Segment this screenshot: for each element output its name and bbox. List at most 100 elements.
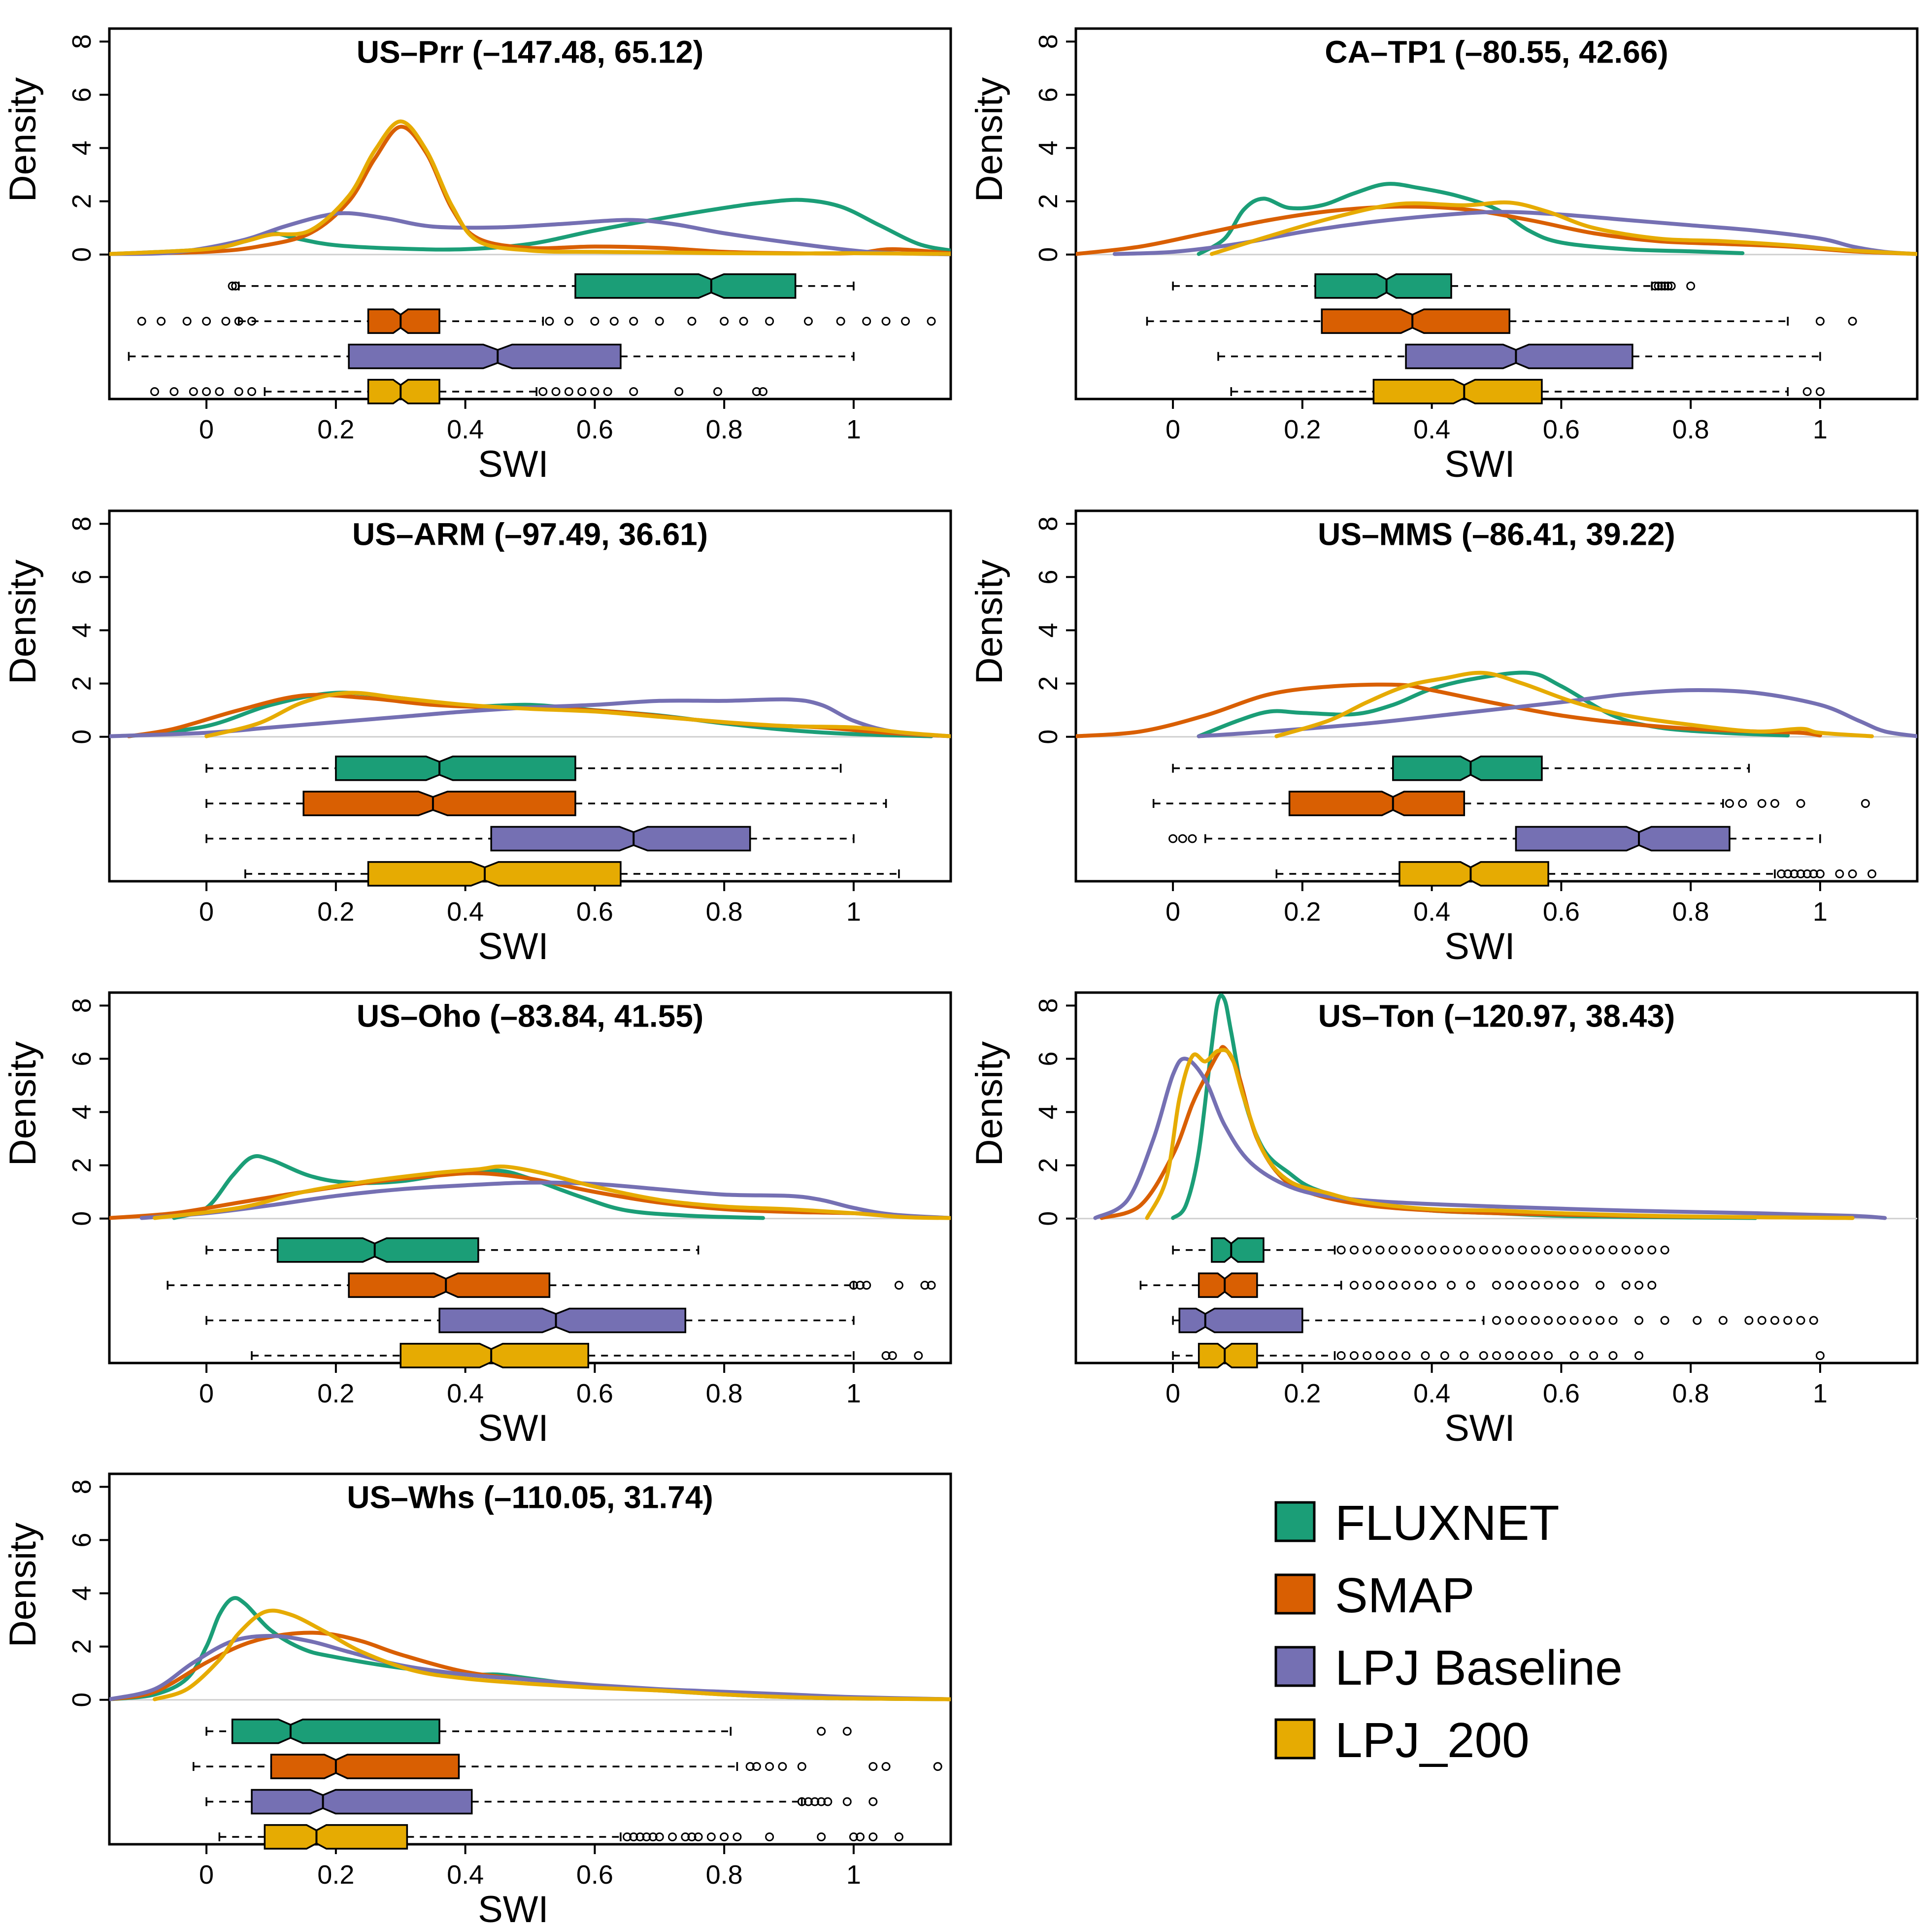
plot-frame — [108, 27, 952, 400]
boxplot-lpj-baseline — [128, 343, 855, 369]
outlier-point — [1544, 1281, 1553, 1290]
plot-frame — [1074, 991, 1919, 1364]
x-tick-label: 1 — [846, 1379, 861, 1408]
outlier-point — [1518, 1281, 1527, 1290]
density-curve-smap — [109, 1630, 951, 1701]
outlier-point — [538, 387, 548, 396]
outlier-point — [1531, 1316, 1540, 1325]
outlier-point — [1660, 1245, 1669, 1255]
boxplot-smap — [1146, 308, 1857, 334]
outlier-point — [1725, 799, 1734, 808]
outlier-point — [720, 1832, 729, 1841]
outlier-point — [733, 1832, 742, 1841]
outlier-point — [668, 1832, 677, 1841]
y-tick-label: 0 — [1033, 1211, 1063, 1226]
x-axis-label: SWI — [1444, 926, 1515, 967]
box-fluxnet — [276, 1237, 479, 1263]
density-curve-lpj-baseline — [109, 1634, 951, 1701]
boxplot-fluxnet — [1172, 1237, 1669, 1263]
x-tick-label: 0.8 — [1672, 415, 1709, 444]
x-tick-label: 0.4 — [447, 1860, 484, 1890]
density-curve-lpj-baseline — [109, 211, 951, 257]
outlier-point — [1557, 1245, 1566, 1255]
y-tick-label: 0 — [67, 1211, 97, 1226]
outlier-point — [629, 317, 638, 326]
outlier-point — [648, 1832, 658, 1841]
x-tick-label: 0.2 — [1284, 1379, 1321, 1408]
boxplot-smap — [1139, 1272, 1657, 1298]
outlier-point — [1757, 799, 1766, 808]
legend-swatch-lpj-200 — [1274, 1718, 1316, 1760]
x-tick-label: 0 — [1166, 415, 1180, 444]
outlier-point — [1531, 1281, 1540, 1290]
box-lpj-200 — [367, 861, 622, 887]
y-tick-label: 8 — [67, 34, 97, 49]
box-smap — [1288, 791, 1466, 816]
outlier-point — [810, 1797, 820, 1806]
y-tick-label: 0 — [67, 247, 97, 262]
outlier-point — [1349, 1351, 1359, 1360]
boxplot-smap — [193, 1754, 942, 1779]
boxplot-smap — [205, 791, 887, 816]
y-tick-label: 2 — [1033, 194, 1063, 209]
outlier-point — [221, 317, 231, 326]
outlier-point — [674, 387, 684, 396]
outlier-point — [1492, 1351, 1501, 1360]
outlier-point — [1608, 1245, 1618, 1255]
outlier-point — [1796, 799, 1805, 808]
boxplot-fluxnet — [1172, 755, 1750, 781]
y-axis-label: Density — [968, 77, 1010, 202]
outlier-point — [1544, 1245, 1553, 1255]
outlier-point — [150, 387, 159, 396]
outlier-point — [1492, 1281, 1501, 1290]
outlier-point — [803, 317, 813, 326]
outlier-point — [1375, 1351, 1385, 1360]
outlier-point — [635, 1832, 645, 1841]
x-tick-label: 1 — [846, 1860, 861, 1890]
x-tick-label: 0.6 — [576, 415, 613, 444]
boxplot-lpj-200 — [1275, 861, 1877, 887]
x-axis-label: SWI — [1444, 443, 1515, 485]
outlier-point — [1363, 1351, 1372, 1360]
density-curves — [109, 691, 951, 738]
outlier-point — [1178, 834, 1187, 843]
outlier-point — [1718, 1316, 1728, 1325]
boxplot-lpj-200 — [244, 861, 900, 887]
panel-4: US–MMS (–86.41, 39.22) 0 2 4 6 8 0 0.2 0.4 0.6 0.8… — [968, 509, 1919, 967]
outlier-point — [1414, 1281, 1424, 1290]
x-tick-label: 0 — [1166, 897, 1180, 927]
x-tick-label: 1 — [1813, 1379, 1828, 1408]
outlier-point — [1802, 869, 1812, 878]
legend: FLUXNET SMAP LPJ Baseline LPJ_200 — [1274, 1496, 1623, 1768]
outlier-point — [234, 317, 243, 326]
outlier-point — [1557, 1316, 1566, 1325]
density-curve-lpj-baseline — [109, 697, 951, 738]
density-curve-lpj-200 — [1145, 1048, 1855, 1220]
outlier-point — [765, 1832, 774, 1841]
outlier-point — [868, 1762, 878, 1771]
y-tick-label: 4 — [67, 1104, 97, 1119]
outlier-point — [1596, 1316, 1605, 1325]
x-tick-label: 0.4 — [1413, 1379, 1450, 1408]
outlier-point — [836, 317, 845, 326]
outlier-point — [231, 281, 240, 291]
legend-swatch-lpj-baseline — [1274, 1646, 1316, 1687]
outlier-point — [1505, 1316, 1514, 1325]
outlier-point — [1518, 1351, 1527, 1360]
x-tick-label: 0.2 — [1284, 415, 1321, 444]
outlier-point — [1388, 1351, 1398, 1360]
outlier-point — [1375, 1245, 1385, 1255]
outlier-point — [758, 387, 767, 396]
outlier-point — [914, 1351, 923, 1360]
panel-2: CA–TP1 (–80.55, 42.66) 0 2 4 6 8 0 0.2 0.4 0.6 0.8… — [968, 27, 1919, 485]
box-smap — [1198, 1272, 1258, 1298]
x-axis-label: SWI — [1444, 1407, 1515, 1449]
outlier-point — [1375, 1281, 1385, 1290]
outlier-point — [1531, 1245, 1540, 1255]
density-curve-lpj-200 — [1274, 670, 1874, 738]
outlier-point — [202, 387, 211, 396]
outlier-point — [1492, 1316, 1501, 1325]
outlier-point — [157, 317, 166, 326]
outlier-point — [1621, 1245, 1631, 1255]
